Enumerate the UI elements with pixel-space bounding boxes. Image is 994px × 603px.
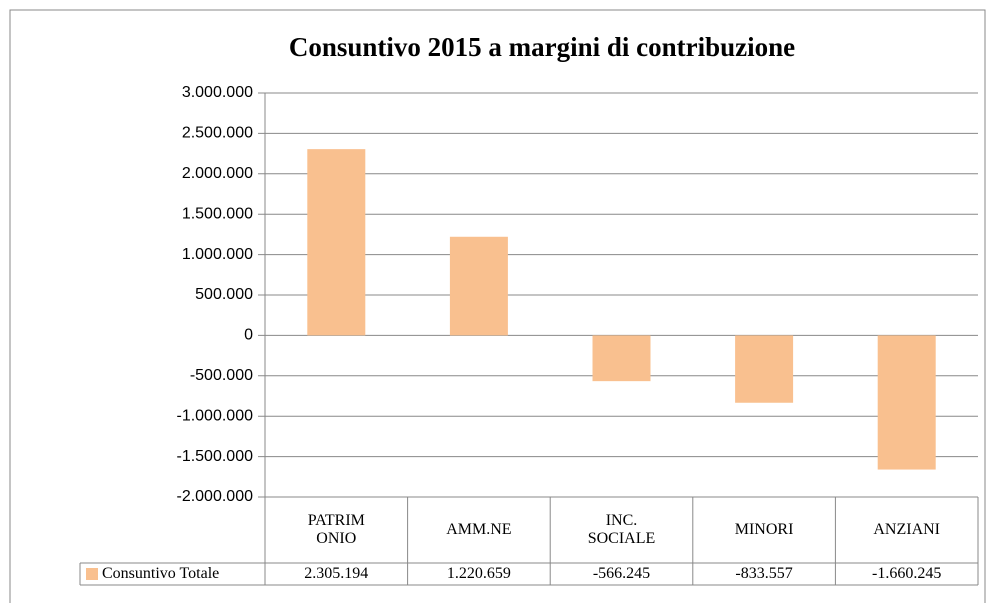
bar	[307, 149, 366, 336]
chart-title: Consuntivo 2015 a margini di contribuzio…	[289, 32, 795, 62]
data-table-value: 2.305.194	[304, 565, 369, 582]
data-table-value: 1.220.659	[446, 565, 511, 582]
y-tick-label: 3.000.000	[182, 84, 253, 101]
x-tick-label: MINORI	[734, 521, 794, 538]
data-table-value: -833.557	[735, 565, 793, 582]
y-tick-label: -2.000.000	[176, 488, 253, 505]
y-tick-label: -1.500.000	[176, 448, 253, 465]
bar	[877, 335, 936, 470]
bar	[449, 236, 508, 336]
y-tick-label: 1.500.000	[182, 205, 253, 222]
y-tick-label: -500.000	[190, 367, 253, 384]
legend-swatch	[86, 568, 98, 580]
y-tick-label: -1.000.000	[176, 407, 253, 424]
x-tick-label: ANZIANI	[873, 521, 941, 538]
x-tick-label: PATRIM ONIO	[307, 512, 365, 547]
data-table-value: -566.245	[592, 565, 651, 582]
x-tick-label: AMM.NE	[446, 521, 512, 538]
y-tick-label: 500.000	[195, 286, 253, 303]
bar	[735, 335, 794, 403]
y-tick-label: 2.500.000	[182, 125, 253, 142]
y-tick-label: 2.000.000	[182, 165, 253, 182]
y-tick-label: 0	[244, 327, 253, 344]
legend-label: Consuntivo Totale	[102, 565, 220, 582]
data-table-value: -1.660.245	[872, 565, 942, 582]
x-tick-label: INC. SOCIALE	[587, 512, 656, 547]
y-tick-label: 1.000.000	[182, 246, 253, 263]
bar	[592, 335, 651, 382]
